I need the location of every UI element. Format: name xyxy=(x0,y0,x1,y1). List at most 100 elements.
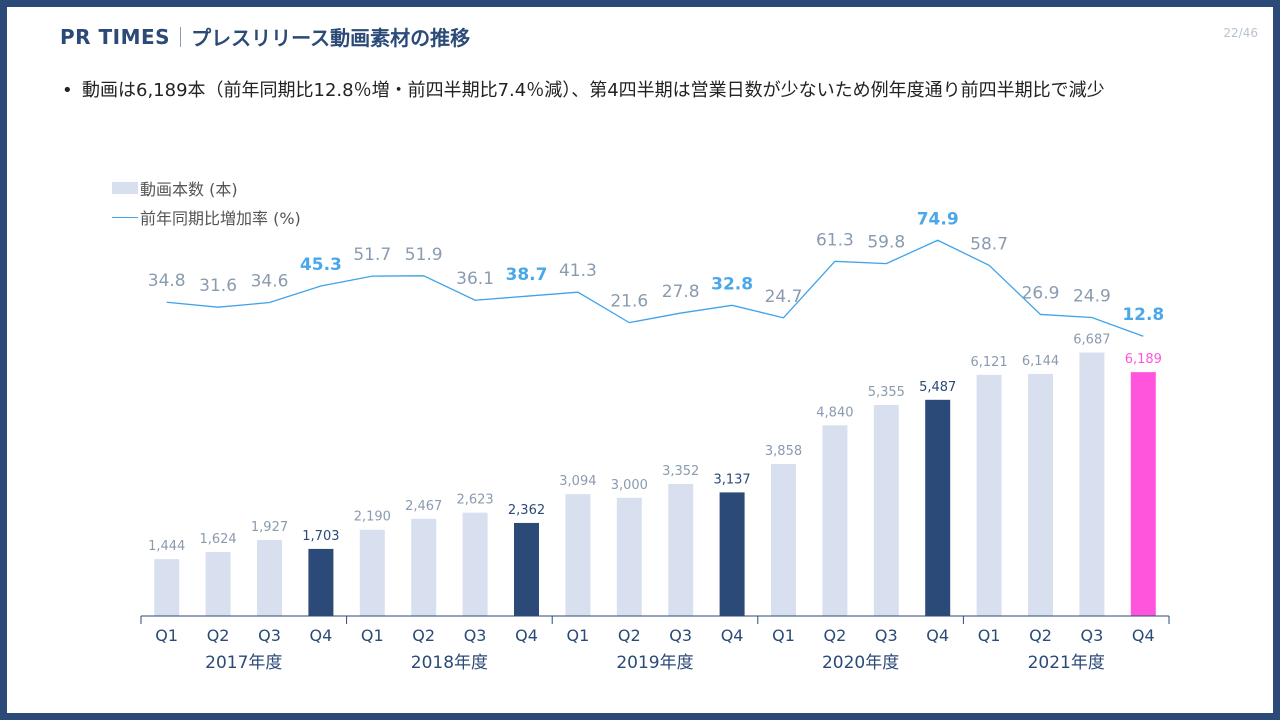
bar-11 xyxy=(719,492,745,616)
category-label-2: Q3 xyxy=(258,626,281,645)
line-value-label-11: 32.8 xyxy=(711,274,753,294)
year-group-label-4: 2021年度 xyxy=(1028,653,1105,673)
year-group-label-3: 2020年度 xyxy=(822,653,899,673)
bar-value-label-14: 5,355 xyxy=(868,385,905,400)
bar-value-label-10: 3,352 xyxy=(662,464,699,479)
category-label-9: Q2 xyxy=(618,626,641,645)
category-label-19: Q4 xyxy=(1132,626,1155,645)
year-group-label-0: 2017年度 xyxy=(205,653,282,673)
line-value-label-6: 36.1 xyxy=(456,269,494,289)
bar-12 xyxy=(771,463,796,616)
bar-0 xyxy=(154,559,180,616)
bar-9 xyxy=(616,497,642,616)
line-value-label-18: 24.9 xyxy=(1073,287,1111,307)
bar-value-label-0: 1,444 xyxy=(148,539,185,554)
bar-16 xyxy=(976,374,1002,616)
line-value-label-2: 34.6 xyxy=(251,272,289,292)
line-value-label-0: 34.8 xyxy=(148,271,186,291)
bar-value-label-7: 2,362 xyxy=(508,503,545,518)
growth-rate-line xyxy=(166,239,1144,337)
bar-10 xyxy=(668,483,694,616)
category-label-5: Q2 xyxy=(412,626,435,645)
bar-3 xyxy=(308,548,334,616)
category-label-16: Q1 xyxy=(978,626,1001,645)
category-label-1: Q2 xyxy=(207,626,230,645)
bar-15 xyxy=(925,399,951,616)
line-value-label-14: 59.8 xyxy=(867,233,905,253)
year-group-label-2: 2019年度 xyxy=(616,653,693,673)
bar-value-label-1: 1,624 xyxy=(199,532,236,547)
bar-6 xyxy=(462,512,488,616)
page-number: 22/46 xyxy=(1223,26,1258,40)
bullet-point: • 動画は6,189本（前年同期比12.8％増・前四半期比7.4％減）、第4四半… xyxy=(62,78,1202,104)
bar-value-label-17: 6,144 xyxy=(1022,354,1059,369)
line-value-label-13: 61.3 xyxy=(816,230,854,250)
category-label-11: Q4 xyxy=(721,626,744,645)
category-label-0: Q1 xyxy=(155,626,178,645)
line-value-label-8: 41.3 xyxy=(559,261,597,281)
bar-value-label-5: 2,467 xyxy=(405,499,442,514)
bar-4 xyxy=(359,529,385,616)
line-value-label-1: 31.6 xyxy=(199,276,237,296)
line-value-label-10: 27.8 xyxy=(662,282,700,302)
bar-value-label-9: 3,000 xyxy=(611,478,648,493)
bar-13 xyxy=(822,425,848,616)
bar-value-label-16: 6,121 xyxy=(970,355,1007,370)
bar-value-label-15: 5,487 xyxy=(919,380,956,395)
bar-8 xyxy=(565,494,591,616)
line-value-label-15: 74.9 xyxy=(917,209,959,229)
line-value-label-4: 51.7 xyxy=(353,245,391,265)
legend-line-swatch xyxy=(112,216,138,218)
bar-17 xyxy=(1028,373,1053,616)
category-label-13: Q2 xyxy=(824,626,847,645)
brand-name: PR TIMES xyxy=(60,24,171,49)
category-label-4: Q1 xyxy=(361,626,384,645)
category-label-6: Q3 xyxy=(464,626,487,645)
line-value-label-3: 45.3 xyxy=(300,255,342,275)
legend-bar-label: 動画本数 (本) xyxy=(140,180,238,199)
bar-2 xyxy=(257,540,282,616)
line-value-label-16: 58.7 xyxy=(970,234,1008,254)
bar-value-label-6: 2,623 xyxy=(456,493,493,508)
bar-value-label-3: 1,703 xyxy=(302,529,339,544)
line-value-label-9: 21.6 xyxy=(610,292,648,312)
category-label-15: Q4 xyxy=(926,626,949,645)
line-value-label-5: 51.9 xyxy=(405,245,443,265)
legend-line: 前年同期比増加率 (%) xyxy=(112,205,301,229)
bar-7 xyxy=(514,522,539,616)
bar-18 xyxy=(1079,352,1105,616)
bullet-text: 動画は6,189本（前年同期比12.8％増・前四半期比7.4％減）、第4四半期は… xyxy=(82,80,1105,101)
category-label-8: Q1 xyxy=(567,626,590,645)
category-label-14: Q3 xyxy=(875,626,898,645)
slide-header: PR TIMES プレスリリース動画素材の推移 xyxy=(60,22,470,51)
bar-value-label-2: 1,927 xyxy=(251,520,288,535)
year-group-label-1: 2018年度 xyxy=(411,653,488,673)
slide-title: プレスリリース動画素材の推移 xyxy=(191,26,471,50)
line-value-label-12: 24.7 xyxy=(765,287,803,307)
bar-19 xyxy=(1130,372,1156,616)
category-label-7: Q4 xyxy=(515,626,538,645)
bar-1 xyxy=(205,552,231,616)
legend-line-label: 前年同期比増加率 (%) xyxy=(140,209,301,228)
line-value-label-7: 38.7 xyxy=(506,265,548,285)
category-label-17: Q2 xyxy=(1029,626,1052,645)
header-separator xyxy=(180,26,182,47)
legend-bar: 動画本数 (本) xyxy=(112,176,238,200)
bar-14 xyxy=(873,405,899,616)
category-label-3: Q4 xyxy=(310,626,333,645)
line-value-label-17: 26.9 xyxy=(1022,283,1060,303)
bar-value-label-4: 2,190 xyxy=(354,510,391,525)
bullet-dot: • xyxy=(62,80,73,101)
legend-bar-swatch xyxy=(112,182,138,194)
category-label-10: Q3 xyxy=(669,626,692,645)
bar-value-label-13: 4,840 xyxy=(816,405,853,420)
bar-value-label-19: 6,189 xyxy=(1125,352,1162,367)
category-label-18: Q3 xyxy=(1081,626,1104,645)
bar-5 xyxy=(411,518,437,616)
category-label-12: Q1 xyxy=(772,626,795,645)
bar-value-label-18: 6,687 xyxy=(1073,333,1110,348)
bar-value-label-11: 3,137 xyxy=(713,472,750,487)
bar-value-label-8: 3,094 xyxy=(559,474,596,489)
bar-value-label-12: 3,858 xyxy=(765,444,802,459)
